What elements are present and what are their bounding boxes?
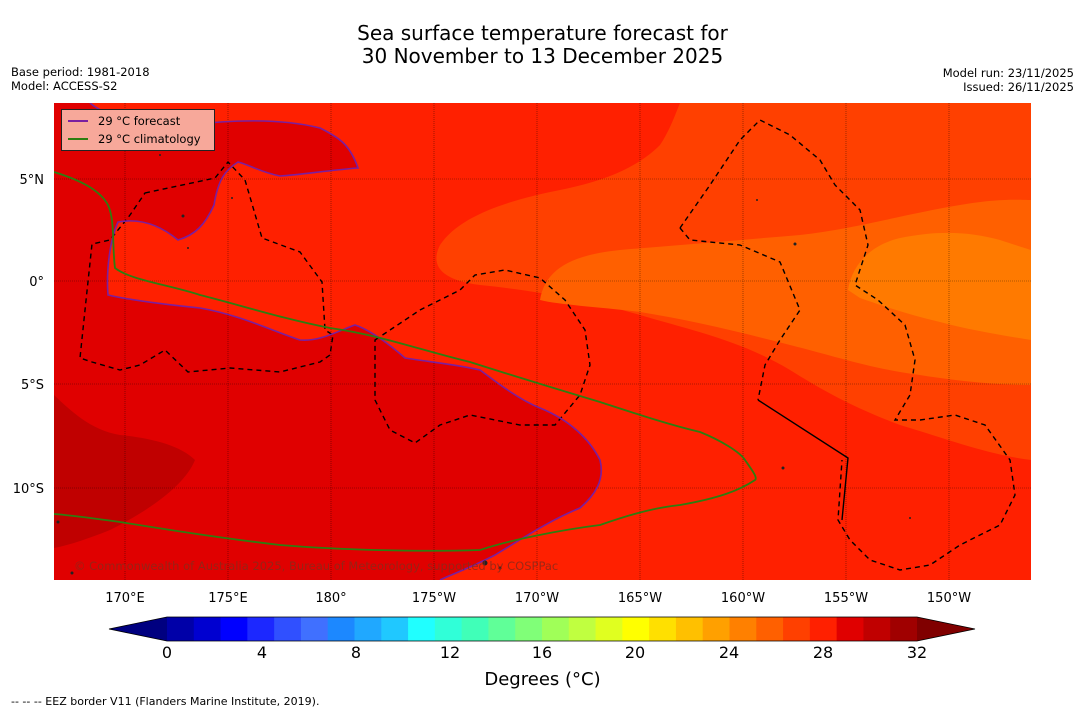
legend-forecast-label: 29 °C forecast [98,114,181,128]
colorbar-swatch [622,617,650,641]
map-area [54,103,1031,580]
lon-labels: 170°E 175°E 180° 175°W 170°W 165°W 160°W… [105,591,971,606]
lon-label: 150°W [927,591,971,606]
colorbar-swatch [193,617,222,641]
colorbar-tick: 16 [532,643,552,662]
colorbar-swatch [836,617,864,641]
colorbar-swatch [568,617,597,641]
lon-label: 160°W [721,591,765,606]
colorbar-tick: 28 [813,643,833,662]
legend-forecast: 29 °C forecast [68,113,180,129]
colorbar-title: Degrees (°C) [484,669,601,690]
colorbar-swatch [649,617,677,641]
colorbar-swatch [220,617,248,641]
lon-label: 155°W [824,591,868,606]
colorbar-swatch [327,617,355,641]
colorbar-swatch [461,617,489,641]
colorbar-swatch [863,617,891,641]
colorbar-under-arrow [109,617,167,641]
eez-border-solid [757,399,849,521]
forecast-29c-contour [89,103,602,580]
colorbar-outline [108,616,976,642]
lat-label: 10°S [13,482,44,497]
colorbar-swatch [167,617,195,641]
colorbar-tick: 8 [351,643,361,662]
meta-right: Model run: 23/11/2025 Issued: 26/11/2025 [943,66,1074,94]
lat-label: 5°S [21,378,44,393]
colorbar-tick: 24 [719,643,739,662]
colorbar-swatch [408,617,436,641]
colorbar-tick: 12 [440,643,460,662]
base-period: Base period: 1981-2018 [11,65,150,79]
colorbar-swatch [488,617,516,641]
colorbar-tick: 4 [257,643,267,662]
lon-label: 175°E [208,591,248,606]
lon-label: 180° [315,591,346,606]
colorbar-swatch [783,617,811,641]
lon-label: 170°W [515,591,559,606]
map-legend: 29 °C forecast 29 °C climatology [61,109,215,151]
lat-label: 5°N [20,173,45,188]
climatology-29c-contour [54,171,757,552]
legend-climatology: 29 °C climatology [68,131,201,147]
title-line-1: Sea surface temperature forecast for [357,21,728,45]
model-run: Model run: 23/11/2025 [942,66,1074,80]
colorbar-swatch [515,617,543,641]
colorbar-tick: 32 [907,643,927,662]
colorbar-swatch [542,617,570,641]
colorbar-swatch [381,617,409,641]
colorbar-swatch [729,617,757,641]
climatology-swatch [68,138,88,140]
colorbar-swatch [434,617,463,641]
colorbar-swatch [247,617,275,641]
colorbar-swatch [890,617,918,641]
colorbar-swatch [274,617,302,641]
colorbar [108,616,976,642]
sst-band-25 [848,232,1031,340]
colorbar-swatch [300,617,329,641]
colorbar-swatch [702,617,730,641]
forecast-swatch [68,120,88,122]
lat-label: 0° [29,275,44,290]
islands [56,154,911,575]
lon-label: 165°W [618,591,662,606]
sst-band-30 [54,395,195,548]
issued-date: Issued: 26/11/2025 [963,80,1074,94]
copyright-notice: © Commonwealth of Australia 2025, Bureau… [74,559,559,573]
model-name: Model: ACCESS-S2 [11,79,118,93]
colorbar-tick: 0 [162,643,172,662]
eez-footnote: -- -- -- EEZ border V11 (Flanders Marine… [11,695,320,708]
colorbar-tick: 20 [625,643,645,662]
lon-label: 170°E [105,591,145,606]
lat-labels: 5°N 0° 5°S 10°S [13,173,44,497]
lon-label: 175°W [412,591,456,606]
chart-title: Sea surface temperature forecast for 30 … [0,22,1085,68]
colorbar-swatch [756,617,784,641]
title-line-2: 30 November to 13 December 2025 [361,44,724,68]
colorbar-swatch [354,617,382,641]
colorbar-over-arrow [917,617,975,641]
colorbar-swatch [675,617,704,641]
colorbar-swatch [809,617,838,641]
colorbar-swatch [595,617,623,641]
eez-borders [79,119,1016,571]
legend-climatology-label: 29 °C climatology [98,132,201,146]
meta-left: Base period: 1981-2018 Model: ACCESS-S2 [11,65,150,93]
colorbar-ticks: 0 4 8 12 16 20 24 28 32 [162,643,927,662]
